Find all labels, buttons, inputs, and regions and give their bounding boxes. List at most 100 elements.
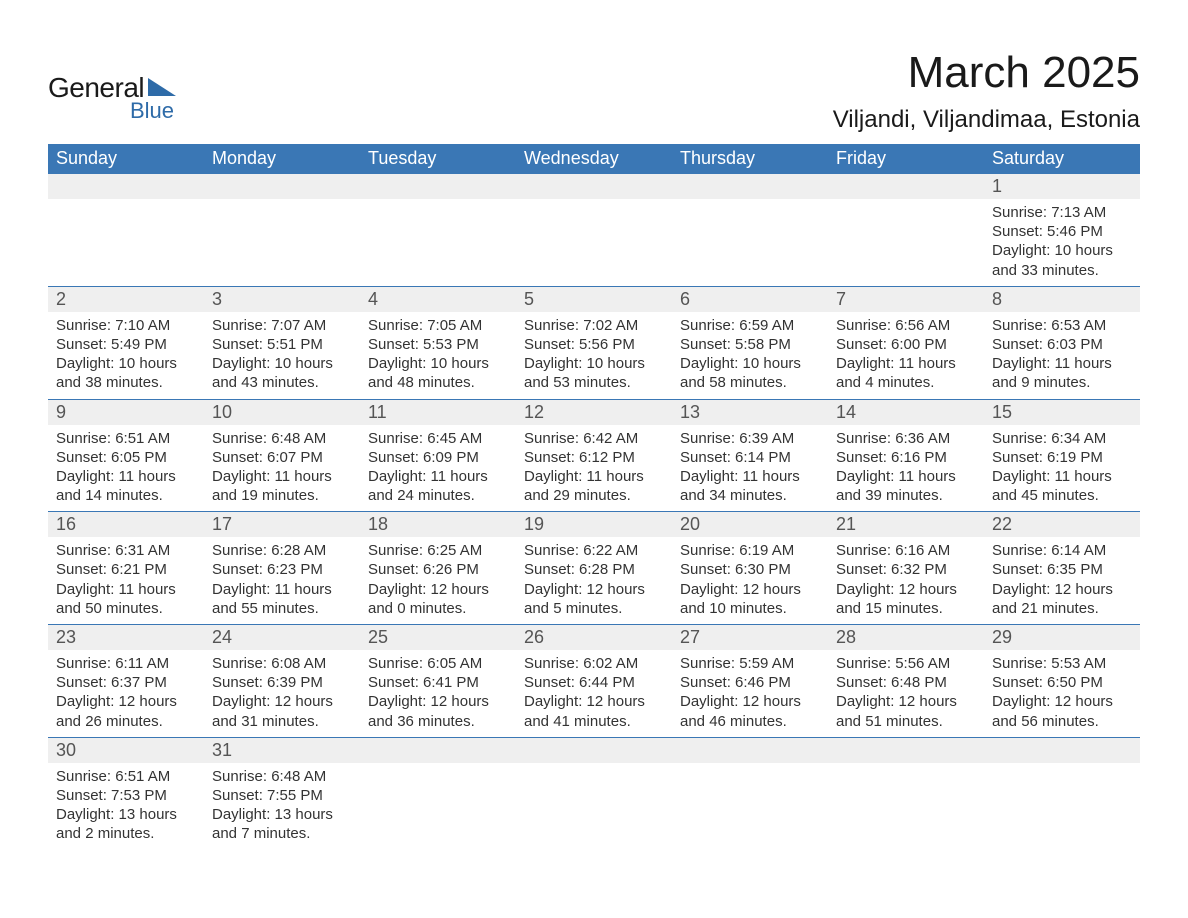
day-number: 26	[516, 625, 672, 650]
sunset-line: Sunset: 6:41 PM	[368, 673, 508, 692]
sunset-line: Sunset: 6:30 PM	[680, 560, 820, 579]
day-number-cell: 8	[984, 286, 1140, 312]
day-number: 19	[516, 512, 672, 537]
day-details: Sunrise: 6:48 AMSunset: 7:55 PMDaylight:…	[204, 763, 360, 850]
day2-line: and 48 minutes.	[368, 373, 508, 392]
day-data-cell: Sunrise: 5:59 AMSunset: 6:46 PMDaylight:…	[672, 650, 828, 737]
day-number: 23	[48, 625, 204, 650]
sunset-line: Sunset: 7:55 PM	[212, 786, 352, 805]
day2-line: and 2 minutes.	[56, 824, 196, 843]
day1-line: Daylight: 11 hours	[680, 467, 820, 486]
day-data-cell: Sunrise: 6:36 AMSunset: 6:16 PMDaylight:…	[828, 425, 984, 512]
day2-line: and 29 minutes.	[524, 486, 664, 505]
day1-line: Daylight: 10 hours	[992, 241, 1132, 260]
day2-line: and 26 minutes.	[56, 712, 196, 731]
sunset-line: Sunset: 6:05 PM	[56, 448, 196, 467]
day-data-cell: Sunrise: 6:16 AMSunset: 6:32 PMDaylight:…	[828, 537, 984, 624]
day-data-cell: Sunrise: 6:48 AMSunset: 6:07 PMDaylight:…	[204, 425, 360, 512]
day-number-cell: 14	[828, 399, 984, 425]
sunset-line: Sunset: 6:32 PM	[836, 560, 976, 579]
sunset-line: Sunset: 5:58 PM	[680, 335, 820, 354]
sunrise-line: Sunrise: 5:59 AM	[680, 654, 820, 673]
day-data-cell: Sunrise: 6:11 AMSunset: 6:37 PMDaylight:…	[48, 650, 204, 737]
day1-line: Daylight: 13 hours	[212, 805, 352, 824]
day1-line: Daylight: 11 hours	[212, 467, 352, 486]
sunset-line: Sunset: 6:26 PM	[368, 560, 508, 579]
day1-line: Daylight: 10 hours	[212, 354, 352, 373]
day-number-cell	[672, 737, 828, 763]
day-number-cell	[516, 737, 672, 763]
day1-line: Daylight: 10 hours	[56, 354, 196, 373]
day-data-cell: Sunrise: 6:02 AMSunset: 6:44 PMDaylight:…	[516, 650, 672, 737]
day-data-cell: Sunrise: 6:56 AMSunset: 6:00 PMDaylight:…	[828, 312, 984, 399]
day-data-cell: Sunrise: 5:56 AMSunset: 6:48 PMDaylight:…	[828, 650, 984, 737]
day-data-row: Sunrise: 6:31 AMSunset: 6:21 PMDaylight:…	[48, 537, 1140, 624]
col-friday: Friday	[828, 144, 984, 174]
day2-line: and 0 minutes.	[368, 599, 508, 618]
day1-line: Daylight: 11 hours	[368, 467, 508, 486]
day-data-cell: Sunrise: 6:59 AMSunset: 5:58 PMDaylight:…	[672, 312, 828, 399]
day-details: Sunrise: 6:14 AMSunset: 6:35 PMDaylight:…	[984, 537, 1140, 624]
day-number-cell: 2	[48, 286, 204, 312]
day-number: 4	[360, 287, 516, 312]
day-details: Sunrise: 6:34 AMSunset: 6:19 PMDaylight:…	[984, 425, 1140, 512]
sunset-line: Sunset: 5:49 PM	[56, 335, 196, 354]
weekday-header-row: Sunday Monday Tuesday Wednesday Thursday…	[48, 144, 1140, 174]
sunrise-line: Sunrise: 7:07 AM	[212, 316, 352, 335]
day-details: Sunrise: 6:11 AMSunset: 6:37 PMDaylight:…	[48, 650, 204, 737]
day1-line: Daylight: 11 hours	[836, 354, 976, 373]
day1-line: Daylight: 12 hours	[992, 580, 1132, 599]
sunrise-line: Sunrise: 7:10 AM	[56, 316, 196, 335]
day-number: 14	[828, 400, 984, 425]
day-data-cell: Sunrise: 6:53 AMSunset: 6:03 PMDaylight:…	[984, 312, 1140, 399]
day-details: Sunrise: 7:10 AMSunset: 5:49 PMDaylight:…	[48, 312, 204, 399]
sunrise-line: Sunrise: 6:22 AM	[524, 541, 664, 560]
day1-line: Daylight: 11 hours	[56, 467, 196, 486]
day-data-cell: Sunrise: 6:28 AMSunset: 6:23 PMDaylight:…	[204, 537, 360, 624]
sunrise-line: Sunrise: 6:48 AM	[212, 767, 352, 786]
sunrise-line: Sunrise: 6:28 AM	[212, 541, 352, 560]
day-number: 25	[360, 625, 516, 650]
sunrise-line: Sunrise: 6:56 AM	[836, 316, 976, 335]
day-number-row: 16171819202122	[48, 512, 1140, 538]
day-number-cell	[672, 174, 828, 200]
day-data-cell: Sunrise: 6:19 AMSunset: 6:30 PMDaylight:…	[672, 537, 828, 624]
sunrise-line: Sunrise: 6:51 AM	[56, 767, 196, 786]
day-data-cell: Sunrise: 6:51 AMSunset: 6:05 PMDaylight:…	[48, 425, 204, 512]
day-number-cell: 27	[672, 625, 828, 651]
day-details: Sunrise: 6:16 AMSunset: 6:32 PMDaylight:…	[828, 537, 984, 624]
sunset-line: Sunset: 6:28 PM	[524, 560, 664, 579]
day-details: Sunrise: 6:39 AMSunset: 6:14 PMDaylight:…	[672, 425, 828, 512]
sunrise-line: Sunrise: 6:34 AM	[992, 429, 1132, 448]
day-data-cell: Sunrise: 6:05 AMSunset: 6:41 PMDaylight:…	[360, 650, 516, 737]
logo: General Blue	[48, 72, 176, 124]
day-number-cell: 23	[48, 625, 204, 651]
day1-line: Daylight: 10 hours	[524, 354, 664, 373]
day-number-cell: 5	[516, 286, 672, 312]
day2-line: and 34 minutes.	[680, 486, 820, 505]
day-details: Sunrise: 6:53 AMSunset: 6:03 PMDaylight:…	[984, 312, 1140, 399]
day-details: Sunrise: 6:42 AMSunset: 6:12 PMDaylight:…	[516, 425, 672, 512]
day-number: 1	[984, 174, 1140, 199]
day-details: Sunrise: 6:22 AMSunset: 6:28 PMDaylight:…	[516, 537, 672, 624]
day-data-cell: Sunrise: 6:22 AMSunset: 6:28 PMDaylight:…	[516, 537, 672, 624]
day-number-cell	[516, 174, 672, 200]
sunset-line: Sunset: 6:09 PM	[368, 448, 508, 467]
sunrise-line: Sunrise: 7:05 AM	[368, 316, 508, 335]
day-data-cell: Sunrise: 6:42 AMSunset: 6:12 PMDaylight:…	[516, 425, 672, 512]
day1-line: Daylight: 12 hours	[836, 692, 976, 711]
day-number: 3	[204, 287, 360, 312]
day-details: Sunrise: 6:31 AMSunset: 6:21 PMDaylight:…	[48, 537, 204, 624]
sunset-line: Sunset: 6:35 PM	[992, 560, 1132, 579]
day-number-cell	[360, 174, 516, 200]
day-details: Sunrise: 7:13 AMSunset: 5:46 PMDaylight:…	[984, 199, 1140, 286]
sunrise-line: Sunrise: 6:19 AM	[680, 541, 820, 560]
day-data-cell: Sunrise: 6:31 AMSunset: 6:21 PMDaylight:…	[48, 537, 204, 624]
sunrise-line: Sunrise: 6:16 AM	[836, 541, 976, 560]
title-block: March 2025 Viljandi, Viljandimaa, Estoni…	[833, 48, 1140, 134]
day-details: Sunrise: 6:48 AMSunset: 6:07 PMDaylight:…	[204, 425, 360, 512]
day-number: 18	[360, 512, 516, 537]
sunset-line: Sunset: 6:16 PM	[836, 448, 976, 467]
day-number-cell: 12	[516, 399, 672, 425]
sunset-line: Sunset: 5:53 PM	[368, 335, 508, 354]
